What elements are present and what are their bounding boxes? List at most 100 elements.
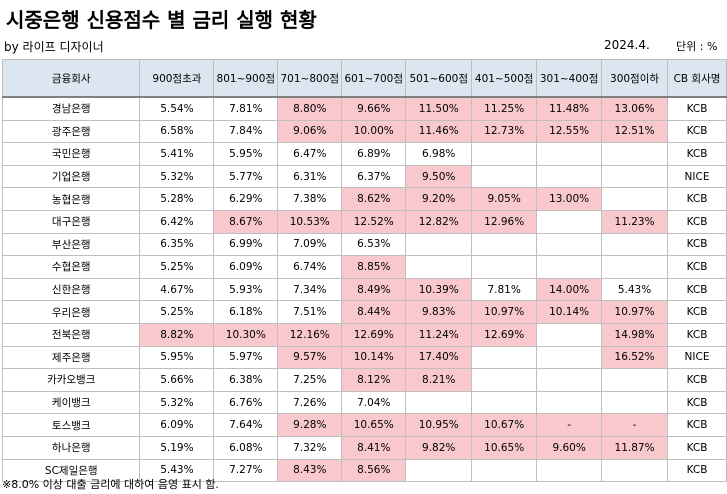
cell: 12.69% — [471, 322, 538, 347]
table-row: 우리은행 5.25% 6.18% 7.51% 8.44% 9.83% 10.97% 10.14… — [1, 300, 727, 324]
cell: 7.26% — [277, 390, 343, 415]
cell: 7.04% — [341, 390, 407, 415]
empty-cell — [471, 164, 538, 189]
cell: 9.20% — [405, 187, 473, 211]
cell: 8.41% — [341, 435, 407, 460]
cell: 6.31% — [277, 164, 343, 189]
cell: 10.14% — [536, 300, 603, 324]
cell: 10.65% — [341, 413, 407, 437]
table-row: SC제일은행 5.43% 7.27% 8.43% 8.56% KCB — [1, 458, 727, 483]
bank-name: SC제일은행 — [1, 458, 141, 483]
bank-name: 토스뱅크 — [1, 413, 141, 437]
cell: 8.44% — [341, 300, 407, 324]
bank-name: 케이뱅크 — [1, 390, 141, 415]
cell: 12.51% — [601, 119, 668, 144]
empty-cell — [471, 390, 538, 415]
cell: KCB — [666, 119, 727, 144]
cell: 7.81% — [471, 277, 538, 302]
cell: 10.95% — [405, 413, 473, 437]
bank-name: 제주은행 — [1, 345, 141, 370]
cell: KCB — [666, 458, 727, 483]
bank-name: 전북은행 — [1, 322, 141, 347]
column-header: 401~500점 — [471, 59, 538, 98]
cell: 8.43% — [277, 458, 343, 483]
cell: 5.43% — [601, 277, 668, 302]
byline: by 라이프 디자이너 — [4, 40, 104, 54]
empty-cell — [405, 390, 473, 415]
cell: 6.42% — [139, 209, 215, 234]
empty-cell — [536, 368, 603, 392]
cell: 6.09% — [139, 413, 215, 437]
header-row: 금융회사 900점초과 801~900점 701~800점 601~700점 501~60… — [1, 59, 727, 98]
empty-cell — [405, 458, 473, 483]
empty-cell — [405, 232, 473, 257]
unit: 단위 : % — [676, 40, 718, 53]
cell: 12.52% — [341, 209, 407, 234]
table-row: 대구은행 6.42% 8.67% 10.53% 12.52% 12.82% 12.96% 11… — [1, 209, 727, 234]
cell: 4.67% — [139, 277, 215, 302]
bank-name: 하나은행 — [1, 435, 141, 460]
cell: 6.29% — [213, 187, 279, 211]
cell: 14.00% — [536, 277, 603, 302]
bank-name: 부산은행 — [1, 232, 141, 257]
cell: 6.99% — [213, 232, 279, 257]
cell: 7.64% — [213, 413, 279, 437]
cell: KCB — [666, 390, 727, 415]
cell: KCB — [666, 232, 727, 257]
cell: 10.97% — [601, 300, 668, 324]
cell: 5.19% — [139, 435, 215, 460]
cell: 9.66% — [341, 96, 407, 121]
cell: 5.28% — [139, 187, 215, 211]
cell: KCB — [666, 435, 727, 460]
cell: - — [601, 413, 668, 437]
cell: 7.09% — [277, 232, 343, 257]
cell: KCB — [666, 277, 727, 302]
cell: 12.96% — [471, 209, 538, 234]
empty-cell — [471, 232, 538, 257]
cell: 6.37% — [341, 164, 407, 189]
cell: 11.23% — [601, 209, 668, 234]
cell: 5.32% — [139, 390, 215, 415]
empty-cell — [536, 345, 603, 370]
cell: 13.06% — [601, 96, 668, 121]
cell: 8.80% — [277, 96, 343, 121]
cell: 11.24% — [405, 322, 473, 347]
title: 시중은행 신용점수 별 금리 실행 현황 — [6, 8, 317, 32]
table-row: 국민은행 5.41% 5.95% 6.47% 6.89% 6.98% KCB — [1, 142, 727, 166]
column-header: 501~600점 — [405, 59, 473, 98]
cell: 9.05% — [471, 187, 538, 211]
cell: 5.97% — [213, 345, 279, 370]
cell: 9.06% — [277, 119, 343, 144]
column-header: 301~400점 — [536, 59, 603, 98]
empty-cell — [405, 255, 473, 279]
cell: 10.53% — [277, 209, 343, 234]
cell: 8.85% — [341, 255, 407, 279]
column-header: 금융회사 — [1, 59, 141, 98]
empty-cell — [601, 232, 668, 257]
bank-name: 농협은행 — [1, 187, 141, 211]
cell: KCB — [666, 413, 727, 437]
cell: NICE — [666, 164, 727, 189]
cell: 6.08% — [213, 435, 279, 460]
table-row: 경남은행 5.54% 7.81% 8.80% 9.66% 11.50% 11.25% 11.4… — [1, 96, 727, 121]
empty-cell — [471, 255, 538, 279]
cell: 12.16% — [277, 322, 343, 347]
column-header: 300점이하 — [601, 59, 668, 98]
table-row: 케이뱅크 5.32% 6.76% 7.26% 7.04% KCB — [1, 390, 727, 415]
empty-cell — [536, 142, 603, 166]
empty-cell — [536, 164, 603, 189]
bank-name: 대구은행 — [1, 209, 141, 234]
cell: 7.84% — [213, 119, 279, 144]
cell: 5.41% — [139, 142, 215, 166]
empty-cell — [601, 390, 668, 415]
cell: 5.95% — [139, 345, 215, 370]
rate-table: 금융회사 900점초과 801~900점 701~800점 601~700점 501~60… — [1, 59, 727, 483]
empty-cell — [601, 187, 668, 211]
cell: 9.57% — [277, 345, 343, 370]
cell: NICE — [666, 345, 727, 370]
bank-name: 수협은행 — [1, 255, 141, 279]
table-row: 전북은행 8.82% 10.30% 12.16% 12.69% 11.24% 12.69% 1… — [1, 322, 727, 347]
empty-cell — [471, 345, 538, 370]
table-row: 토스뱅크 6.09% 7.64% 9.28% 10.65% 10.95% 10.67% - - K… — [1, 413, 727, 437]
cell: KCB — [666, 96, 727, 121]
